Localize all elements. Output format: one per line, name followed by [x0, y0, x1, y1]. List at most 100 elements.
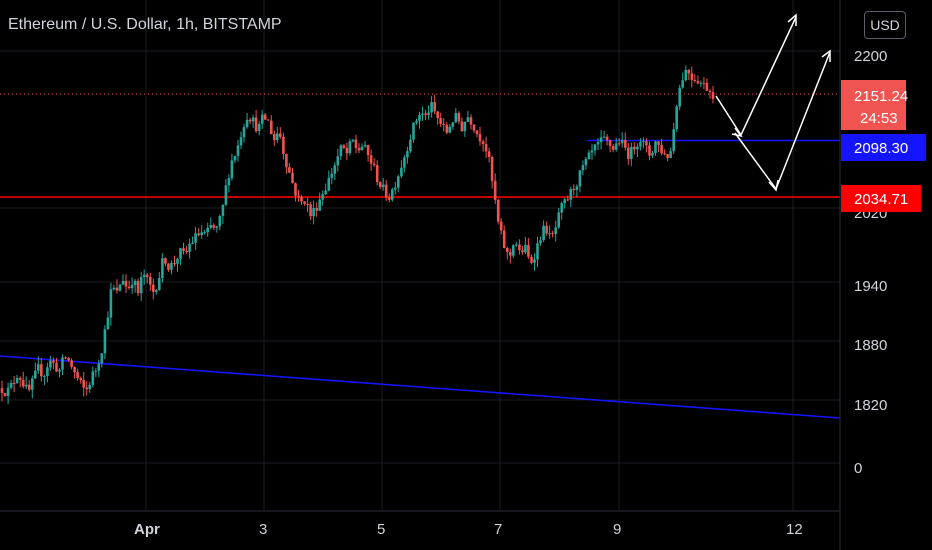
currency-button[interactable]: USD [864, 11, 906, 39]
candle-up [191, 242, 194, 244]
candle-up [221, 204, 225, 216]
candle-down [490, 157, 494, 181]
candle-down [124, 280, 128, 287]
candle-up [363, 145, 367, 147]
candle-up [554, 227, 557, 234]
candle-down [167, 263, 170, 270]
candle-down [3, 393, 7, 396]
candle-down [605, 136, 609, 141]
support-label-bg[interactable] [841, 185, 921, 212]
resistance-label-bg[interactable] [841, 134, 926, 161]
candle-down [469, 117, 473, 125]
candle-down [79, 378, 82, 380]
candle-up [88, 384, 91, 390]
candle-up [581, 165, 585, 171]
candle-up [242, 127, 246, 138]
candle-down [369, 155, 373, 164]
candle-down [666, 154, 669, 158]
candle-up [675, 106, 678, 130]
candle-down [545, 225, 548, 234]
projection-arrows [715, 13, 831, 192]
candle-down [711, 92, 715, 99]
candle-up [684, 69, 688, 81]
candle-up [97, 363, 101, 371]
candle-up [112, 287, 116, 290]
candle-up [421, 113, 424, 115]
candle-down [660, 144, 663, 154]
candle-down [611, 146, 615, 150]
candle-down [266, 119, 270, 121]
candle-up [451, 122, 455, 127]
candle-up [218, 216, 222, 227]
candle-up [406, 151, 409, 158]
candle-down [518, 244, 521, 251]
candle-down [73, 367, 76, 373]
candle-up [620, 139, 624, 144]
candle-down [645, 141, 648, 146]
axes: 2200 2020 1940 1880 1820 0 Apr 3 5 7 9 1… [0, 0, 887, 550]
candle-down [521, 250, 524, 253]
candle-up [230, 160, 234, 179]
candle-up [560, 203, 563, 213]
candle-up [448, 126, 452, 133]
candle-down [21, 379, 25, 387]
candle-up [49, 360, 52, 368]
candle-down [173, 263, 176, 264]
candle-up [430, 102, 433, 113]
projection-arrow-2[interactable] [734, 51, 831, 191]
blue-trend-line[interactable] [0, 355, 841, 419]
x-tick-3: 3 [259, 521, 267, 538]
candle-down [705, 83, 709, 91]
candle-down [291, 172, 294, 184]
candle-up [312, 208, 315, 217]
candle-up [381, 184, 385, 187]
candle-down [248, 119, 252, 122]
candle-down [366, 145, 370, 156]
projection-arrow-1[interactable] [715, 16, 797, 137]
candle-up [43, 376, 46, 378]
candle-up [536, 243, 539, 260]
candle-up [118, 284, 122, 291]
candle-up [415, 120, 418, 123]
candle-down [551, 233, 554, 235]
candle-up [348, 141, 352, 154]
candle-up [58, 369, 61, 372]
candle-down [357, 148, 361, 151]
x-tick-5: 5 [377, 521, 385, 538]
candle-down [345, 147, 349, 154]
candle-up [557, 212, 560, 228]
candle-down [342, 145, 346, 148]
candle-up [236, 145, 240, 156]
current-price-label-bg[interactable] [841, 80, 906, 130]
candle-up [524, 244, 527, 253]
candle-up [100, 353, 104, 364]
arrowhead-3 [768, 179, 779, 192]
candle-down [127, 286, 131, 289]
candle-down [617, 143, 621, 145]
candle-up [61, 357, 64, 370]
y-tick-1820: 1820 [854, 397, 887, 414]
candle-down [306, 203, 309, 205]
candle-down [309, 204, 312, 217]
candle-up [215, 226, 219, 228]
candle-up [9, 383, 13, 388]
candle-up [6, 387, 10, 396]
arrowhead-2 [787, 13, 797, 26]
candle-down [475, 130, 479, 135]
candle-down [509, 251, 512, 256]
candle-up [584, 158, 588, 166]
candle-down [136, 280, 140, 294]
candle-up [224, 185, 228, 205]
candle-down [375, 165, 379, 183]
countdown-label: 24:53 [860, 110, 898, 127]
candle-down [527, 244, 530, 257]
candle-up [46, 367, 49, 376]
candle-up [418, 115, 421, 121]
candle-up [158, 278, 161, 291]
candle-down [354, 139, 358, 149]
candle-down [182, 248, 185, 251]
candle-down [708, 90, 712, 93]
candle-up [15, 377, 19, 384]
candle-up [257, 123, 261, 132]
